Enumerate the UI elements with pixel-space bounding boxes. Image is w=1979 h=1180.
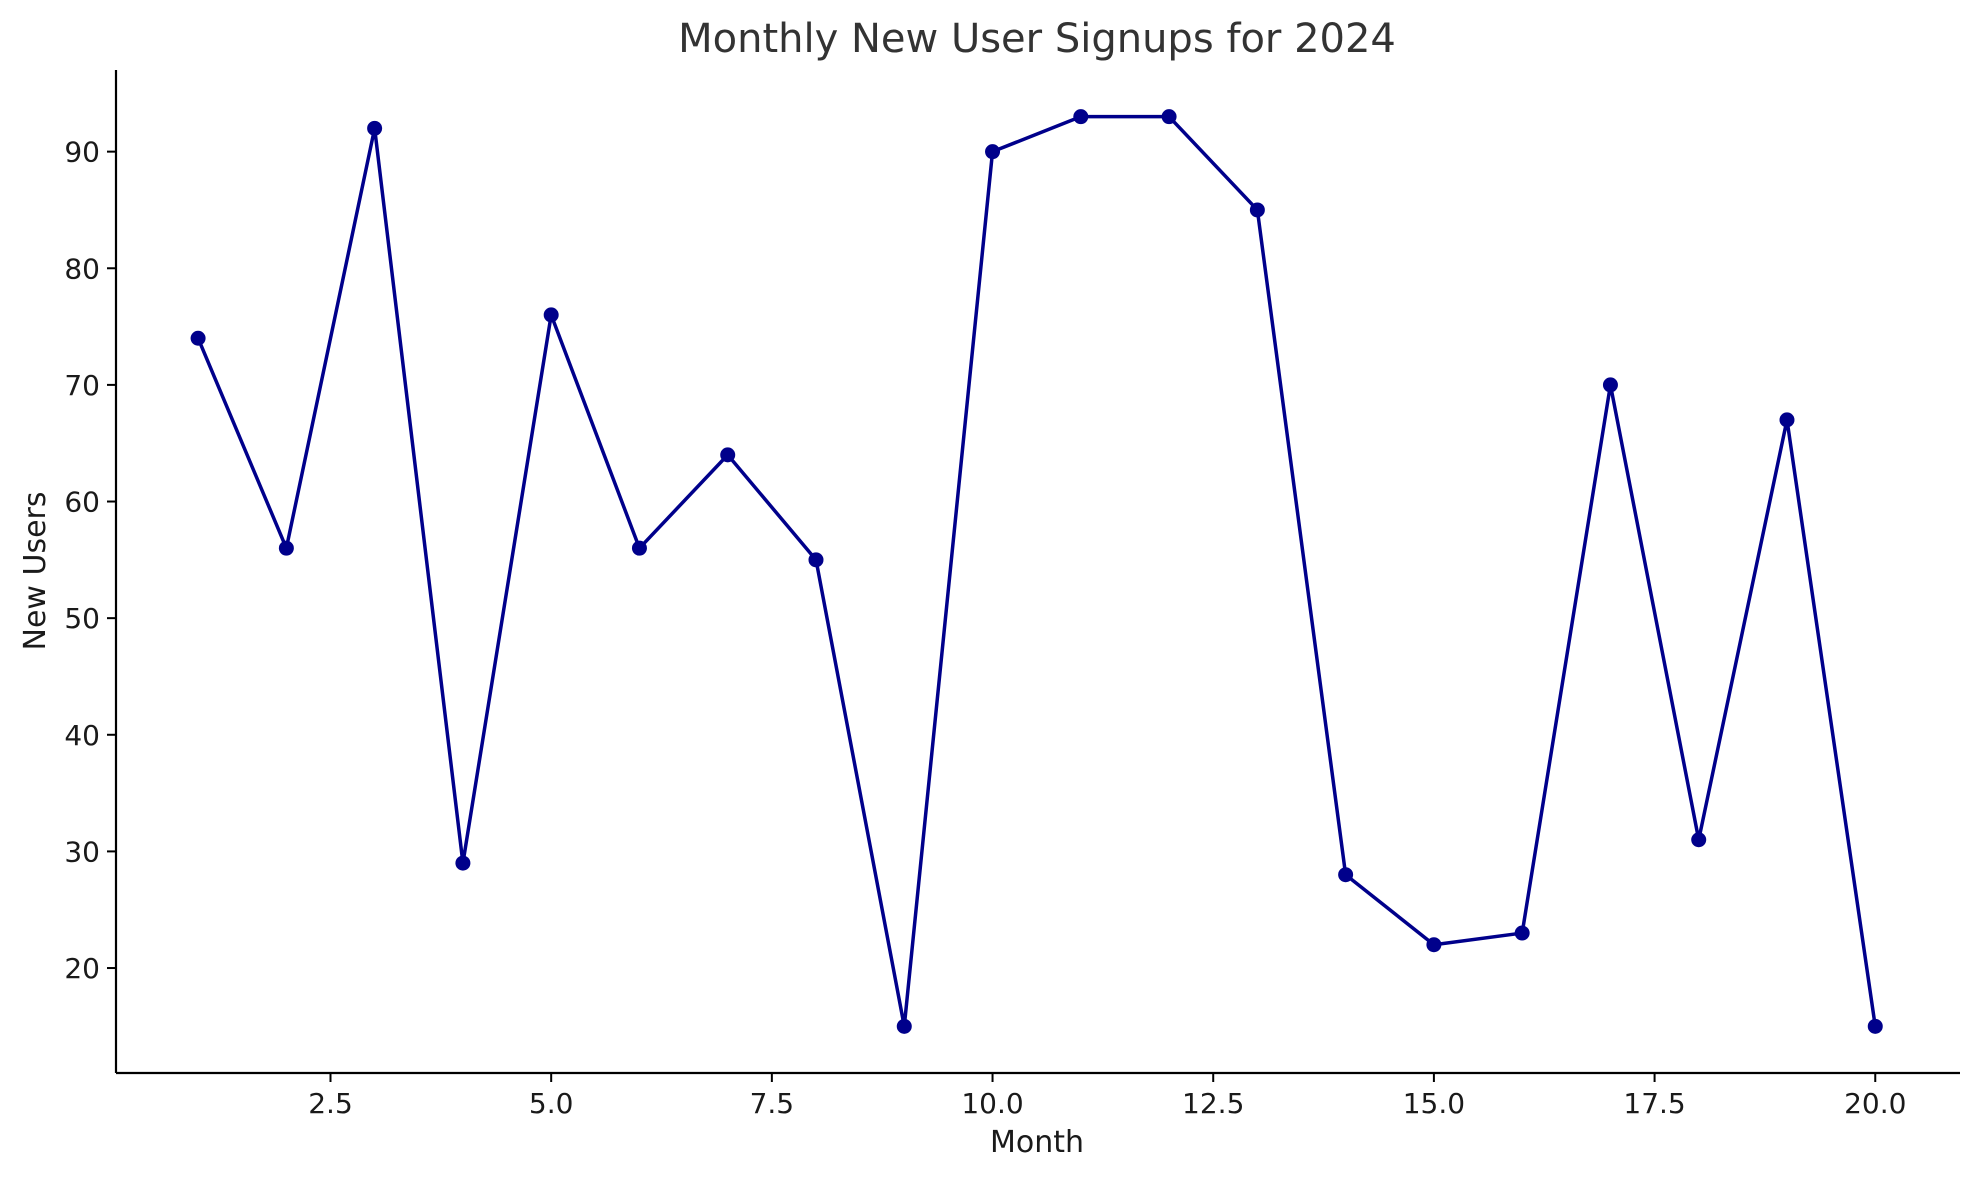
data-point [1779, 412, 1795, 428]
x-tick-label: 20.0 [1844, 1087, 1906, 1120]
data-point [1249, 202, 1265, 218]
data-point [896, 1018, 912, 1034]
y-tick-label: 70 [64, 369, 100, 402]
data-point [367, 120, 383, 136]
data-point [808, 552, 824, 568]
y-axis-label: New Users [18, 492, 53, 651]
data-point [1073, 109, 1089, 125]
series-line [196, 114, 1877, 1029]
y-tick-label: 30 [64, 835, 100, 868]
x-tick-label: 10.0 [961, 1087, 1023, 1120]
data-point [455, 855, 471, 871]
y-tick-label: 40 [64, 719, 100, 752]
data-point [1161, 109, 1177, 125]
x-tick-label: 2.5 [308, 1087, 353, 1120]
data-point [985, 144, 1001, 160]
y-ticks: 20 30 40 50 60 70 80 90 [64, 136, 116, 985]
x-ticks: 2.5 5.0 7.5 10.0 12.5 15.0 17.5 20.0 [308, 1073, 1906, 1120]
data-point [190, 330, 206, 346]
chart-title: Monthly New User Signups for 2024 [678, 16, 1396, 62]
y-tick-label: 60 [64, 486, 100, 519]
data-point [278, 540, 294, 556]
x-tick-label: 15.0 [1403, 1087, 1465, 1120]
data-point [1867, 1018, 1883, 1034]
x-tick-label: 12.5 [1182, 1087, 1244, 1120]
x-tick-label: 7.5 [750, 1087, 795, 1120]
data-point [1691, 832, 1707, 848]
data-point [1514, 925, 1530, 941]
x-axis-label: Month [990, 1125, 1084, 1160]
y-tick-label: 50 [64, 602, 100, 635]
data-point [720, 447, 736, 463]
axes [114, 70, 1960, 1075]
data-point [631, 540, 647, 556]
x-tick-label: 5.0 [529, 1087, 574, 1120]
y-tick-label: 90 [64, 136, 100, 169]
data-point [543, 307, 559, 323]
series-layer [190, 109, 1883, 1034]
data-point [1426, 937, 1442, 953]
data-point [1338, 867, 1354, 883]
y-tick-label: 80 [64, 252, 100, 285]
x-tick-label: 17.5 [1623, 1087, 1685, 1120]
y-tick-label: 20 [64, 952, 100, 985]
data-point [1602, 377, 1618, 393]
